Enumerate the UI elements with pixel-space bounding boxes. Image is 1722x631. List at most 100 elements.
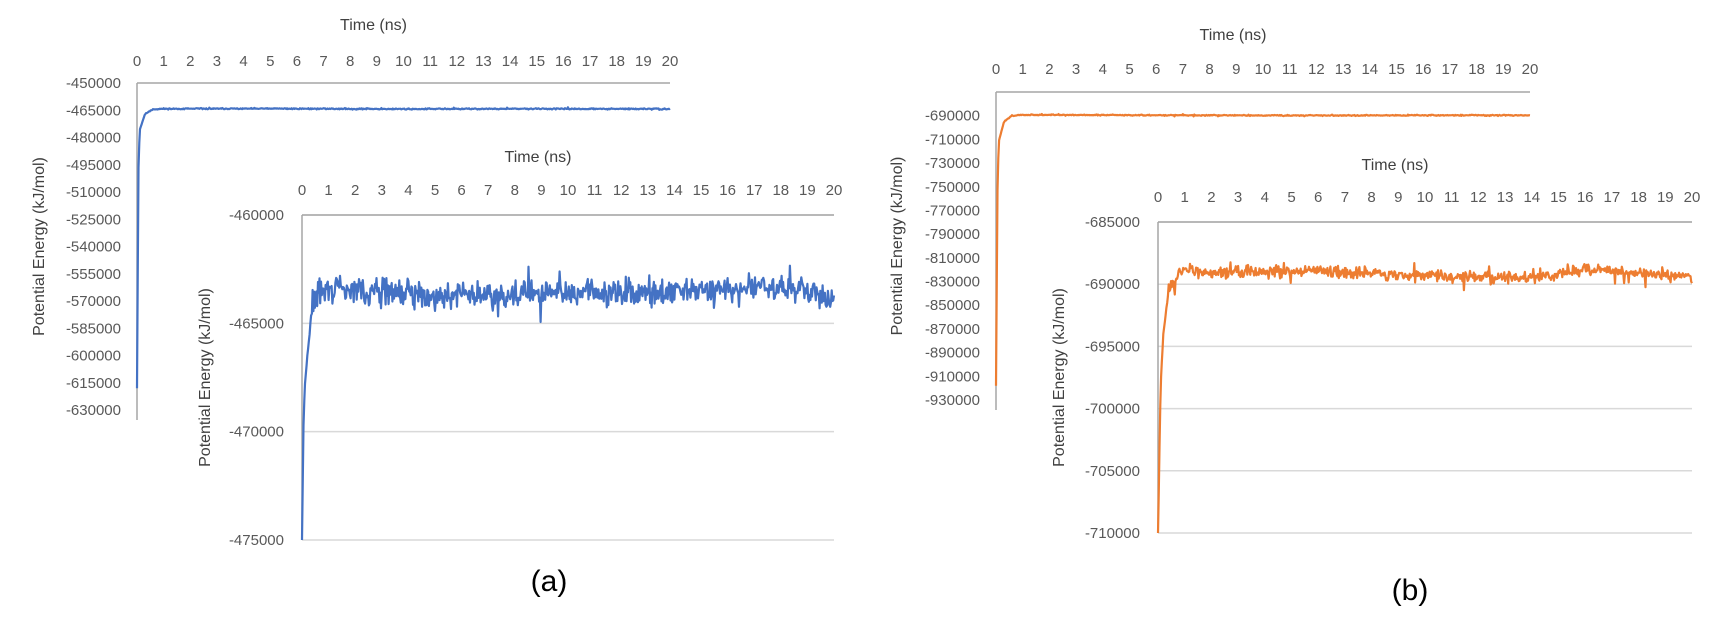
x-tick-label: 7 xyxy=(1341,189,1349,206)
series-line xyxy=(300,264,836,541)
x-tick-label: 19 xyxy=(1495,61,1512,78)
y-tick-label: -850000 xyxy=(925,297,980,314)
y-axis-title: Potential Energy (kJ/mol) xyxy=(197,288,214,467)
x-tick-label: 20 xyxy=(826,182,843,199)
x-tick-label: 4 xyxy=(1099,61,1107,78)
y-tick-label: -540000 xyxy=(66,239,121,256)
x-tick-label: 11 xyxy=(587,182,603,199)
x-tick-label: 11 xyxy=(422,53,438,70)
y-tick-label: -585000 xyxy=(66,320,121,337)
chart-b-zoom: -685000 -690000 -695000 -700000 -705000 -7100… xyxy=(1051,157,1700,542)
panel-label-b: (b) xyxy=(1392,574,1429,607)
x-tick-label: 5 xyxy=(431,182,439,199)
y-axis-title: Potential Energy (kJ/mol) xyxy=(31,157,48,336)
x-tick-label: 13 xyxy=(1497,189,1514,206)
x-tick-label: 9 xyxy=(537,182,545,199)
x-tick-label: 14 xyxy=(502,53,519,70)
y-tick-label: -615000 xyxy=(66,375,121,392)
y-axis-title: Potential Energy (kJ/mol) xyxy=(1051,288,1068,467)
x-tick-label: 15 xyxy=(1388,61,1405,78)
y-tick-label: -790000 xyxy=(925,226,980,243)
x-tick-label: 8 xyxy=(511,182,519,199)
y-tick-label: -770000 xyxy=(925,202,980,219)
y-tick-label: -570000 xyxy=(66,293,121,310)
y-tick-label: -810000 xyxy=(925,250,980,267)
x-tick-label: 9 xyxy=(373,53,381,70)
x-tick-label: 14 xyxy=(666,182,683,199)
x-tick-label: 18 xyxy=(772,182,789,199)
y-tick-label: -890000 xyxy=(925,345,980,362)
y-axis-title: Potential Energy (kJ/mol) xyxy=(889,157,906,336)
x-tick-label: 18 xyxy=(608,53,625,70)
x-tick-label: 13 xyxy=(1335,61,1352,78)
x-tick-label: 3 xyxy=(213,53,221,70)
x-axis-title: Time (ns) xyxy=(340,17,407,34)
x-tick-label: 18 xyxy=(1630,189,1647,206)
y-tick-label: -750000 xyxy=(925,179,980,196)
x-tick-label: 6 xyxy=(1152,61,1160,78)
y-tick-label: -465000 xyxy=(229,315,284,332)
x-tick-label: 20 xyxy=(662,53,679,70)
y-tick-label: -710000 xyxy=(1085,525,1140,542)
x-tick-label: 5 xyxy=(266,53,274,70)
x-tick-label: 20 xyxy=(1522,61,1539,78)
y-tick-label: -690000 xyxy=(1085,276,1140,293)
y-tick-label: -700000 xyxy=(1085,401,1140,418)
x-tick-label: 2 xyxy=(1207,189,1215,206)
y-tick-label: -475000 xyxy=(229,532,284,549)
series-line xyxy=(994,112,1531,386)
x-tick-label: 16 xyxy=(555,53,572,70)
x-tick-label: 2 xyxy=(351,182,359,199)
x-tick-label: 0 xyxy=(133,53,141,70)
x-tick-label: 16 xyxy=(719,182,736,199)
y-tick-label: -730000 xyxy=(925,155,980,172)
y-tick-label: -525000 xyxy=(66,211,121,228)
x-tick-label: 16 xyxy=(1577,189,1594,206)
x-tick-label: 12 xyxy=(1470,189,1487,206)
y-tick-label: -830000 xyxy=(925,274,980,291)
x-tick-label: 4 xyxy=(404,182,412,199)
x-tick-label: 8 xyxy=(346,53,354,70)
x-tick-label: 9 xyxy=(1232,61,1240,78)
x-tick-label: 8 xyxy=(1367,189,1375,206)
x-tick-label: 8 xyxy=(1205,61,1213,78)
x-tick-label: 14 xyxy=(1523,189,1540,206)
x-tick-label: 19 xyxy=(1657,189,1674,206)
y-tick-label: -630000 xyxy=(66,402,121,419)
x-tick-label: 10 xyxy=(395,53,412,70)
x-tick-label: 13 xyxy=(475,53,492,70)
panel-label-a: (a) xyxy=(531,565,568,598)
x-tick-label: 6 xyxy=(457,182,465,199)
x-tick-label: 2 xyxy=(1045,61,1053,78)
x-tick-label: 3 xyxy=(378,182,386,199)
x-tick-label: 12 xyxy=(448,53,465,70)
series-line xyxy=(135,106,671,389)
x-tick-label: 1 xyxy=(324,182,332,199)
x-tick-label: 19 xyxy=(635,53,652,70)
chart-a-full: -450000 -465000 -480000 -495000 -510000 -5250… xyxy=(31,17,678,420)
x-tick-label: 6 xyxy=(1314,189,1322,206)
y-tick-label: -695000 xyxy=(1085,338,1140,355)
y-tick-label: -690000 xyxy=(925,108,980,125)
x-tick-label: 17 xyxy=(1442,61,1459,78)
x-tick-label: 7 xyxy=(484,182,492,199)
y-tick-label: -685000 xyxy=(1085,214,1140,231)
series-line xyxy=(1156,261,1693,534)
x-tick-label: 17 xyxy=(582,53,599,70)
x-tick-label: 0 xyxy=(1154,189,1162,206)
x-tick-label: 14 xyxy=(1361,61,1378,78)
x-tick-label: 5 xyxy=(1287,189,1295,206)
x-tick-label: 12 xyxy=(613,182,630,199)
x-tick-label: 19 xyxy=(799,182,816,199)
x-tick-label: 16 xyxy=(1415,61,1432,78)
x-tick-label: 4 xyxy=(239,53,247,70)
y-tick-label: -705000 xyxy=(1085,463,1140,480)
x-tick-label: 7 xyxy=(1179,61,1187,78)
x-tick-label: 0 xyxy=(992,61,1000,78)
x-tick-label: 10 xyxy=(1255,61,1272,78)
x-tick-label: 13 xyxy=(639,182,656,199)
x-tick-label: 6 xyxy=(293,53,301,70)
x-axis-title: Time (ns) xyxy=(1362,157,1429,174)
y-tick-label: -710000 xyxy=(925,131,980,148)
x-tick-label: 10 xyxy=(1417,189,1434,206)
